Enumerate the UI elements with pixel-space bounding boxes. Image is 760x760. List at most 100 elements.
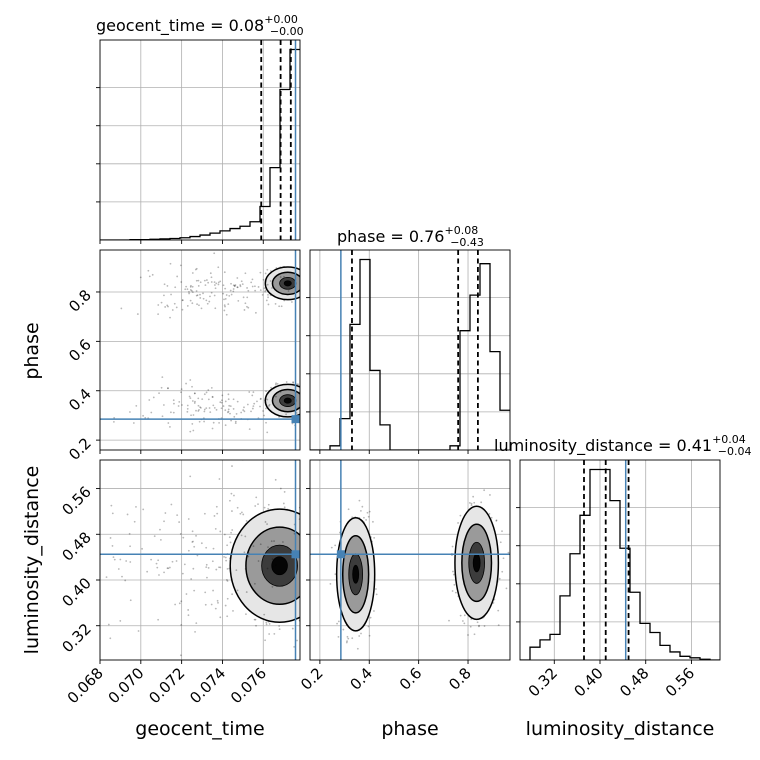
sample-point (254, 311, 257, 314)
sample-point (206, 576, 208, 579)
sample-point (164, 306, 167, 308)
density-contour-phase_vs_geocent_time-0-3 (283, 280, 292, 287)
sample-point (128, 532, 131, 535)
xticklabel-geocent_time-4: 0.076 (227, 664, 270, 707)
sample-point (322, 545, 324, 547)
sample-point (229, 289, 232, 292)
sample-point (213, 407, 216, 409)
sample-point (180, 600, 183, 603)
sample-point (317, 544, 319, 546)
sample-point (283, 275, 285, 278)
sample-point (112, 420, 115, 423)
sample-point (151, 273, 154, 276)
sample-point (302, 393, 304, 395)
sample-point (282, 502, 285, 505)
sample-point (109, 637, 112, 640)
sample-point (281, 541, 284, 543)
sample-point (191, 530, 194, 533)
sample-point (230, 419, 233, 422)
xticklabel-phase-1: 0.4 (346, 664, 376, 694)
sample-point (313, 599, 315, 601)
sample-point (207, 281, 210, 284)
sample-point (302, 396, 304, 398)
sample-point (215, 505, 218, 508)
sample-point (190, 289, 193, 292)
sample-point (307, 594, 309, 596)
sample-point (189, 475, 192, 478)
sample-point (347, 637, 350, 640)
sample-point (267, 546, 269, 549)
sample-point (178, 602, 181, 605)
sample-point (301, 274, 303, 276)
sample-point (257, 560, 260, 562)
sample-point (306, 556, 308, 558)
sample-point (182, 536, 185, 539)
sample-point (191, 423, 194, 425)
sample-point (327, 588, 329, 590)
panel-2-1-frame (309, 459, 511, 661)
sample-point (193, 402, 196, 404)
sample-point (219, 280, 222, 283)
sample-point (226, 544, 229, 547)
sample-point (166, 285, 169, 287)
sample-point (302, 276, 304, 278)
sample-point (213, 294, 216, 297)
sample-point (301, 389, 303, 391)
sample-point (233, 494, 235, 497)
sample-point (196, 294, 199, 297)
sample-point (234, 284, 237, 286)
sample-point (259, 271, 262, 274)
sample-point (300, 569, 302, 571)
sample-point (279, 390, 282, 393)
sample-point (195, 290, 198, 292)
sample-point (306, 552, 308, 554)
sample-point (351, 637, 354, 640)
sample-point (213, 281, 216, 284)
sample-point (189, 430, 192, 433)
sample-point (304, 597, 306, 599)
sample-point (273, 540, 275, 542)
sample-point (366, 511, 369, 514)
sample-point (303, 396, 305, 398)
sample-point (375, 593, 378, 596)
sample-point (327, 556, 329, 558)
sample-point (210, 386, 213, 389)
sample-point (255, 624, 257, 627)
sample-point (361, 505, 364, 508)
sample-point (469, 625, 472, 628)
sample-point (224, 556, 227, 559)
sample-point (218, 566, 220, 569)
panel-1-1-frame (309, 249, 511, 451)
sample-point (211, 395, 214, 398)
sample-point (196, 303, 198, 306)
sample-point (234, 420, 237, 423)
sample-point (252, 391, 255, 394)
sample-point (347, 508, 350, 511)
sample-point (215, 408, 218, 411)
sample-point (155, 562, 158, 565)
sample-point (219, 566, 222, 569)
sample-point (453, 583, 456, 586)
panel-2-1 (310, 460, 510, 660)
sample-point (197, 404, 200, 407)
sample-point (181, 404, 183, 406)
truth-marker-luminosity_distance_vs_geocent_time (291, 550, 300, 559)
sample-point (278, 628, 281, 631)
sample-point (178, 521, 181, 523)
sample-point (312, 607, 314, 609)
sample-point (302, 566, 304, 568)
sample-point (189, 289, 192, 291)
sample-point (215, 282, 218, 285)
sample-point (337, 636, 340, 638)
sample-point (328, 587, 330, 589)
sample-point (166, 567, 169, 570)
sample-point (325, 613, 327, 615)
sample-point (158, 574, 160, 576)
sample-point (207, 389, 210, 391)
sample-point (255, 496, 258, 499)
sample-point (300, 559, 302, 561)
sample-point (191, 291, 194, 294)
sample-point (313, 530, 315, 532)
sample-point (159, 528, 161, 531)
sample-point (324, 539, 326, 541)
